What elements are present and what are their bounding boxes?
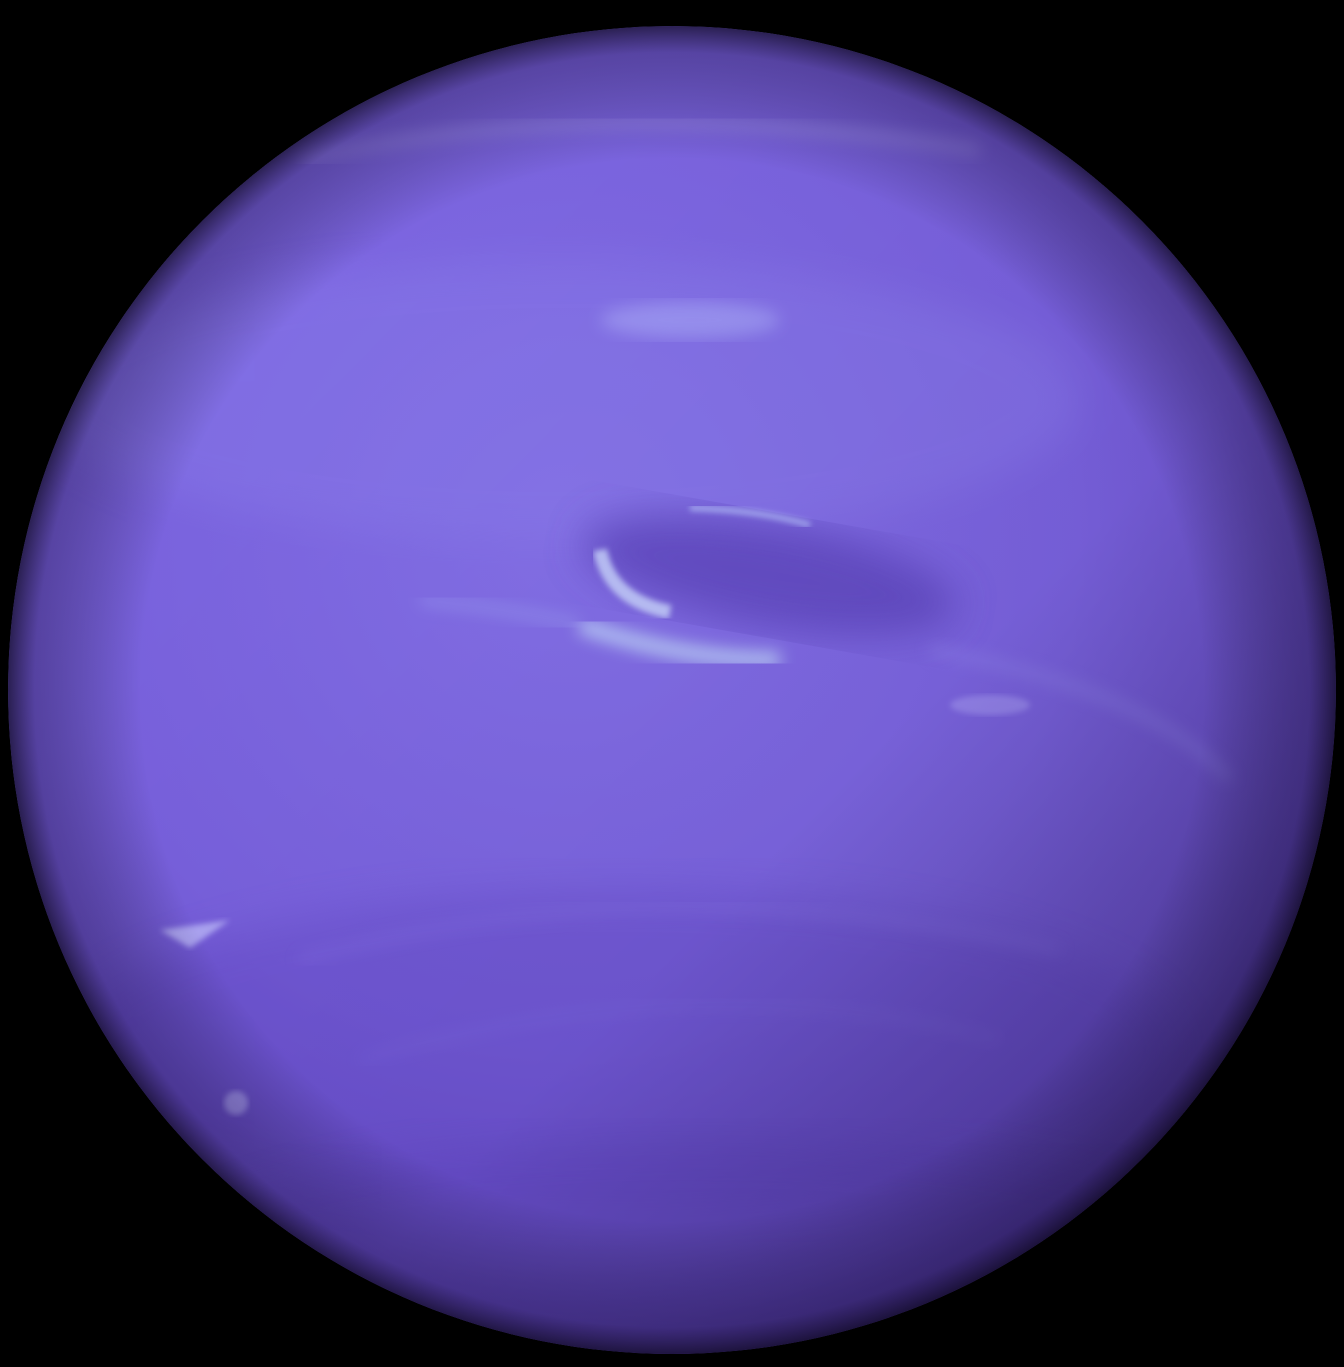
limb-darkening [8,26,1336,1354]
